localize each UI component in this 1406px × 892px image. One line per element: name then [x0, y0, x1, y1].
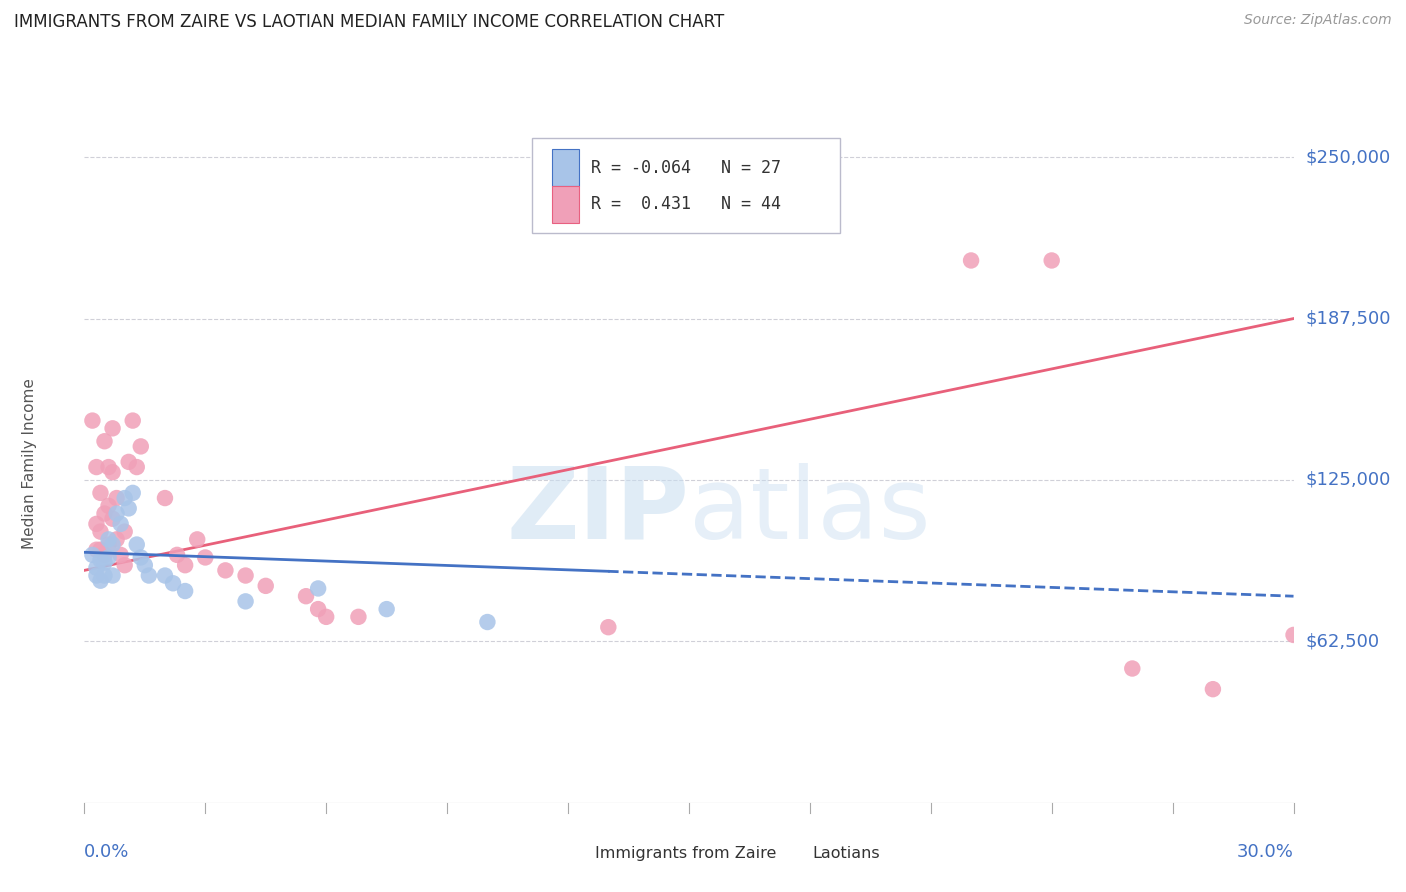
Point	[960, 253, 983, 268]
Point	[166, 548, 188, 562]
Point	[89, 574, 111, 588]
Text: 30.0%: 30.0%	[1237, 844, 1294, 862]
Point	[89, 542, 111, 557]
Point	[93, 556, 115, 570]
Point	[121, 414, 143, 428]
Point	[1202, 682, 1225, 697]
Point	[121, 486, 143, 500]
Point	[86, 568, 108, 582]
Point	[114, 524, 136, 539]
Point	[162, 576, 184, 591]
Point	[235, 568, 257, 582]
Point	[295, 589, 318, 603]
Point	[114, 491, 136, 505]
Point	[174, 584, 197, 599]
Text: Immigrants from Zaire: Immigrants from Zaire	[595, 847, 776, 861]
Point	[89, 553, 111, 567]
Point	[97, 533, 120, 547]
Point	[101, 465, 124, 479]
Point	[174, 558, 197, 573]
Point	[86, 460, 108, 475]
Point	[138, 568, 160, 582]
FancyBboxPatch shape	[531, 138, 841, 234]
Point	[82, 548, 104, 562]
Point	[97, 499, 120, 513]
Point	[118, 501, 141, 516]
Point	[125, 460, 148, 475]
Point	[97, 537, 120, 551]
Point	[125, 537, 148, 551]
FancyBboxPatch shape	[553, 149, 579, 186]
Point	[114, 558, 136, 573]
Point	[598, 620, 620, 634]
FancyBboxPatch shape	[553, 186, 579, 223]
Point	[1282, 628, 1305, 642]
Point	[153, 568, 176, 582]
Point	[101, 512, 124, 526]
Point	[110, 516, 132, 531]
Point	[214, 563, 236, 577]
FancyBboxPatch shape	[562, 840, 589, 867]
Point	[1040, 253, 1063, 268]
Point	[101, 537, 124, 551]
Point	[93, 568, 115, 582]
Point	[153, 491, 176, 505]
Point	[347, 610, 370, 624]
Point	[1323, 661, 1346, 675]
Text: R = -0.064   N = 27: R = -0.064 N = 27	[591, 159, 780, 177]
Point	[97, 550, 120, 565]
Point	[194, 550, 217, 565]
Point	[89, 486, 111, 500]
Point	[101, 421, 124, 435]
Text: $62,500: $62,500	[1306, 632, 1379, 650]
Point	[93, 434, 115, 449]
Point	[101, 568, 124, 582]
Point	[307, 602, 329, 616]
Text: $125,000: $125,000	[1306, 471, 1391, 489]
Point	[110, 548, 132, 562]
Text: Median Family Income: Median Family Income	[22, 378, 38, 549]
Point	[186, 533, 208, 547]
Point	[93, 548, 115, 562]
Point	[129, 439, 152, 453]
Point	[105, 507, 128, 521]
Point	[375, 602, 398, 616]
Text: $187,500: $187,500	[1306, 310, 1391, 327]
Text: $250,000: $250,000	[1306, 148, 1391, 166]
Point	[86, 516, 108, 531]
Point	[105, 533, 128, 547]
Point	[315, 610, 337, 624]
Point	[1121, 661, 1143, 675]
Point	[105, 491, 128, 505]
Point	[82, 414, 104, 428]
FancyBboxPatch shape	[779, 840, 806, 867]
Point	[477, 615, 499, 629]
Point	[97, 460, 120, 475]
Point	[129, 550, 152, 565]
Point	[86, 561, 108, 575]
Point	[93, 507, 115, 521]
Point	[254, 579, 277, 593]
Point	[307, 582, 329, 596]
Text: ZIP: ZIP	[506, 463, 689, 560]
Point	[134, 558, 156, 573]
Text: Laotians: Laotians	[813, 847, 880, 861]
Point	[89, 524, 111, 539]
Text: atlas: atlas	[689, 463, 931, 560]
Point	[86, 542, 108, 557]
Text: 0.0%: 0.0%	[84, 844, 129, 862]
Point	[235, 594, 257, 608]
Text: IMMIGRANTS FROM ZAIRE VS LAOTIAN MEDIAN FAMILY INCOME CORRELATION CHART: IMMIGRANTS FROM ZAIRE VS LAOTIAN MEDIAN …	[14, 13, 724, 31]
Point	[118, 455, 141, 469]
Text: R =  0.431   N = 44: R = 0.431 N = 44	[591, 195, 780, 213]
Text: Source: ZipAtlas.com: Source: ZipAtlas.com	[1244, 13, 1392, 28]
